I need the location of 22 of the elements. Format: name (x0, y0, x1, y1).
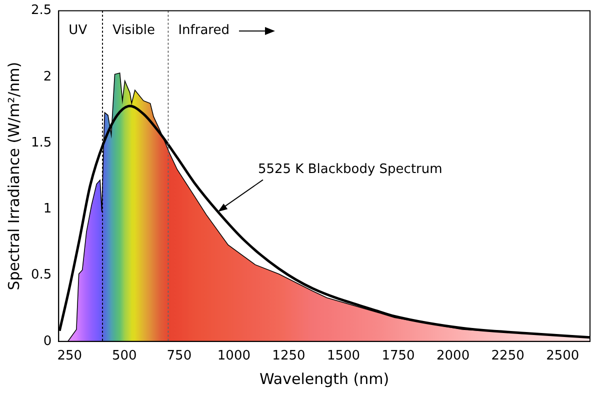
y-tick-label: 1 (43, 202, 52, 217)
y-tick-label: 0.5 (30, 268, 52, 283)
x-tick-label: 2250 (491, 348, 524, 364)
x-tick-label: 250 (57, 348, 82, 364)
x-tick-label: 1250 (272, 348, 306, 364)
annotation: UV (68, 23, 88, 38)
y-tick-label: 0 (43, 334, 52, 349)
annotation: 5525 K Blackbody Spectrum (258, 162, 442, 178)
y-tick-label: 2 (43, 69, 52, 84)
annotation: Visible (112, 23, 155, 38)
x-tick-label: 2500 (546, 348, 580, 364)
x-tick-label: 500 (112, 348, 137, 364)
y-tick-label: 1.5 (30, 135, 52, 150)
x-tick-label: 2000 (436, 348, 470, 364)
x-tick-label: 1000 (217, 348, 251, 364)
x-tick-label: 1750 (382, 348, 415, 364)
x-tick-label: 1500 (326, 348, 360, 364)
annotation: Infrared (178, 23, 230, 38)
x-axis-title: Wavelength (nm) (260, 370, 390, 388)
y-tick-label: 2.5 (30, 3, 52, 18)
x-tick-label: 750 (166, 348, 192, 364)
y-axis-title: Spectral Irradiance (W/m²/nm) (4, 62, 23, 290)
